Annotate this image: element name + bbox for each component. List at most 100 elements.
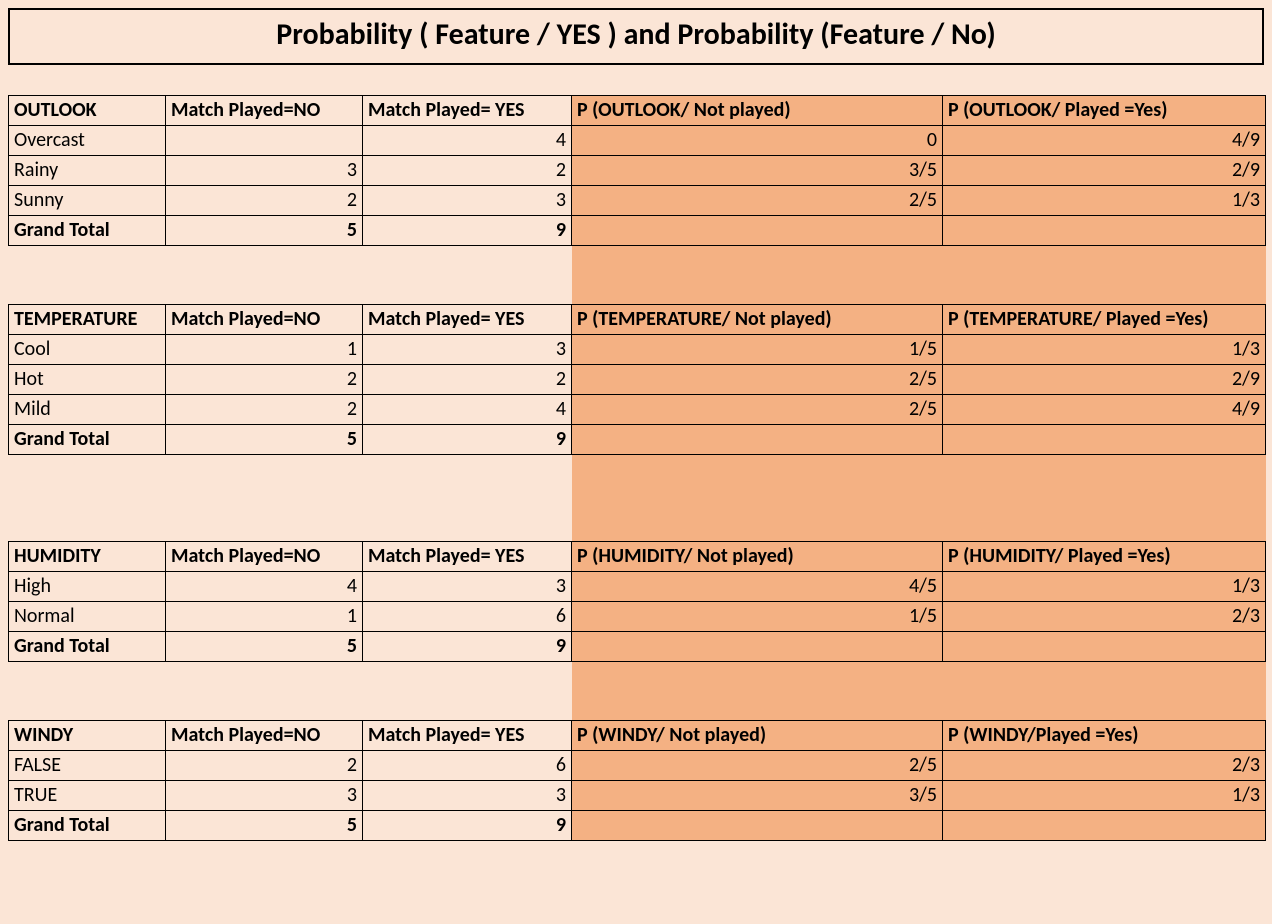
total-blank — [572, 424, 943, 454]
total-blank — [572, 216, 943, 246]
total-yes: 9 — [363, 810, 572, 840]
total-blank — [572, 632, 943, 662]
p-no-header: P (TEMPERATURE/ Not played) — [572, 304, 943, 334]
p-no-header: P (HUMIDITY/ Not played) — [572, 542, 943, 572]
cell-p-no: 2/5 — [572, 364, 943, 394]
cell-p-yes: 2/3 — [943, 750, 1266, 780]
total-no: 5 — [166, 216, 363, 246]
cell-p-no: 3/5 — [572, 780, 943, 810]
table-row: Mild242/54/9 — [9, 394, 1266, 424]
row-label: Cool — [9, 334, 166, 364]
feature-table-humidity: HUMIDITYMatch Played=NOMatch Played= YES… — [8, 541, 1266, 720]
cell-p-no: 2/5 — [572, 750, 943, 780]
col-yes-header: Match Played= YES — [363, 96, 572, 126]
col-no-header: Match Played=NO — [166, 720, 363, 750]
p-no-header: P (OUTLOOK/ Not played) — [572, 96, 943, 126]
total-no: 5 — [166, 424, 363, 454]
table-total-row: Grand Total59 — [9, 424, 1266, 454]
total-yes: 9 — [363, 216, 572, 246]
gap-row — [9, 691, 1266, 720]
cell-yes: 4 — [363, 126, 572, 156]
total-blank — [943, 216, 1266, 246]
feature-header: OUTLOOK — [9, 96, 166, 126]
total-no: 5 — [166, 810, 363, 840]
table-header-row: TEMPERATUREMatch Played=NOMatch Played= … — [9, 304, 1266, 334]
cell-p-yes: 2/9 — [943, 364, 1266, 394]
col-yes-header: Match Played= YES — [363, 304, 572, 334]
cell-p-yes: 2/9 — [943, 156, 1266, 186]
cell-no: 2 — [166, 364, 363, 394]
cell-no — [166, 126, 363, 156]
col-no-header: Match Played=NO — [166, 304, 363, 334]
col-yes-header: Match Played= YES — [363, 542, 572, 572]
cell-p-no: 0 — [572, 126, 943, 156]
cell-p-yes: 4/9 — [943, 126, 1266, 156]
p-yes-header: P (WINDY/Played =Yes) — [943, 720, 1266, 750]
total-label: Grand Total — [9, 216, 166, 246]
cell-p-yes: 1/3 — [943, 780, 1266, 810]
cell-yes: 2 — [363, 156, 572, 186]
row-label: Sunny — [9, 186, 166, 216]
table-row: Overcast 404/9 — [9, 126, 1266, 156]
cell-p-no: 1/5 — [572, 334, 943, 364]
table-row: TRUE333/51/3 — [9, 780, 1266, 810]
cell-no: 3 — [166, 156, 363, 186]
total-label: Grand Total — [9, 424, 166, 454]
table-row: High434/51/3 — [9, 572, 1266, 602]
cell-p-yes: 4/9 — [943, 394, 1266, 424]
cell-p-yes: 1/3 — [943, 572, 1266, 602]
total-blank — [943, 424, 1266, 454]
gap-row — [9, 275, 1266, 304]
cell-p-no: 2/5 — [572, 394, 943, 424]
gap-row — [9, 246, 1266, 275]
total-label: Grand Total — [9, 810, 166, 840]
table-total-row: Grand Total59 — [9, 632, 1266, 662]
cell-no: 2 — [166, 186, 363, 216]
row-label: Mild — [9, 394, 166, 424]
gap-row — [9, 454, 1266, 483]
feature-table-temperature: TEMPERATUREMatch Played=NOMatch Played= … — [8, 304, 1266, 542]
total-blank — [572, 810, 943, 840]
table-header-row: WINDYMatch Played=NOMatch Played= YESP (… — [9, 720, 1266, 750]
row-label: Hot — [9, 364, 166, 394]
feature-table-outlook: OUTLOOKMatch Played=NOMatch Played= YESP… — [8, 95, 1266, 304]
col-no-header: Match Played=NO — [166, 96, 363, 126]
cell-p-yes: 1/3 — [943, 334, 1266, 364]
row-label: FALSE — [9, 750, 166, 780]
table-total-row: Grand Total59 — [9, 216, 1266, 246]
cell-yes: 3 — [363, 186, 572, 216]
p-yes-header: P (TEMPERATURE/ Played =Yes) — [943, 304, 1266, 334]
row-label: High — [9, 572, 166, 602]
gap-row — [9, 662, 1266, 691]
col-yes-header: Match Played= YES — [363, 720, 572, 750]
gap-row — [9, 483, 1266, 512]
cell-no: 2 — [166, 750, 363, 780]
total-no: 5 — [166, 632, 363, 662]
row-label: Normal — [9, 602, 166, 632]
table-total-row: Grand Total59 — [9, 810, 1266, 840]
cell-p-no: 2/5 — [572, 186, 943, 216]
total-blank — [943, 632, 1266, 662]
feature-header: TEMPERATURE — [9, 304, 166, 334]
table-row: FALSE262/52/3 — [9, 750, 1266, 780]
row-label: Overcast — [9, 126, 166, 156]
cell-p-no: 4/5 — [572, 572, 943, 602]
total-blank — [943, 810, 1266, 840]
cell-p-no: 1/5 — [572, 602, 943, 632]
cell-yes: 3 — [363, 334, 572, 364]
table-header-row: OUTLOOKMatch Played=NOMatch Played= YESP… — [9, 96, 1266, 126]
table-header-row: HUMIDITYMatch Played=NOMatch Played= YES… — [9, 542, 1266, 572]
cell-no: 1 — [166, 602, 363, 632]
cell-p-yes: 2/3 — [943, 602, 1266, 632]
table-row: Hot222/52/9 — [9, 364, 1266, 394]
p-yes-header: P (HUMIDITY/ Played =Yes) — [943, 542, 1266, 572]
cell-yes: 3 — [363, 780, 572, 810]
table-row: Sunny232/51/3 — [9, 186, 1266, 216]
cell-yes: 4 — [363, 394, 572, 424]
cell-no: 2 — [166, 394, 363, 424]
cell-no: 4 — [166, 572, 363, 602]
cell-p-no: 3/5 — [572, 156, 943, 186]
cell-yes: 6 — [363, 602, 572, 632]
page-title: Probability ( Feature / YES ) and Probab… — [8, 8, 1264, 65]
total-label: Grand Total — [9, 632, 166, 662]
